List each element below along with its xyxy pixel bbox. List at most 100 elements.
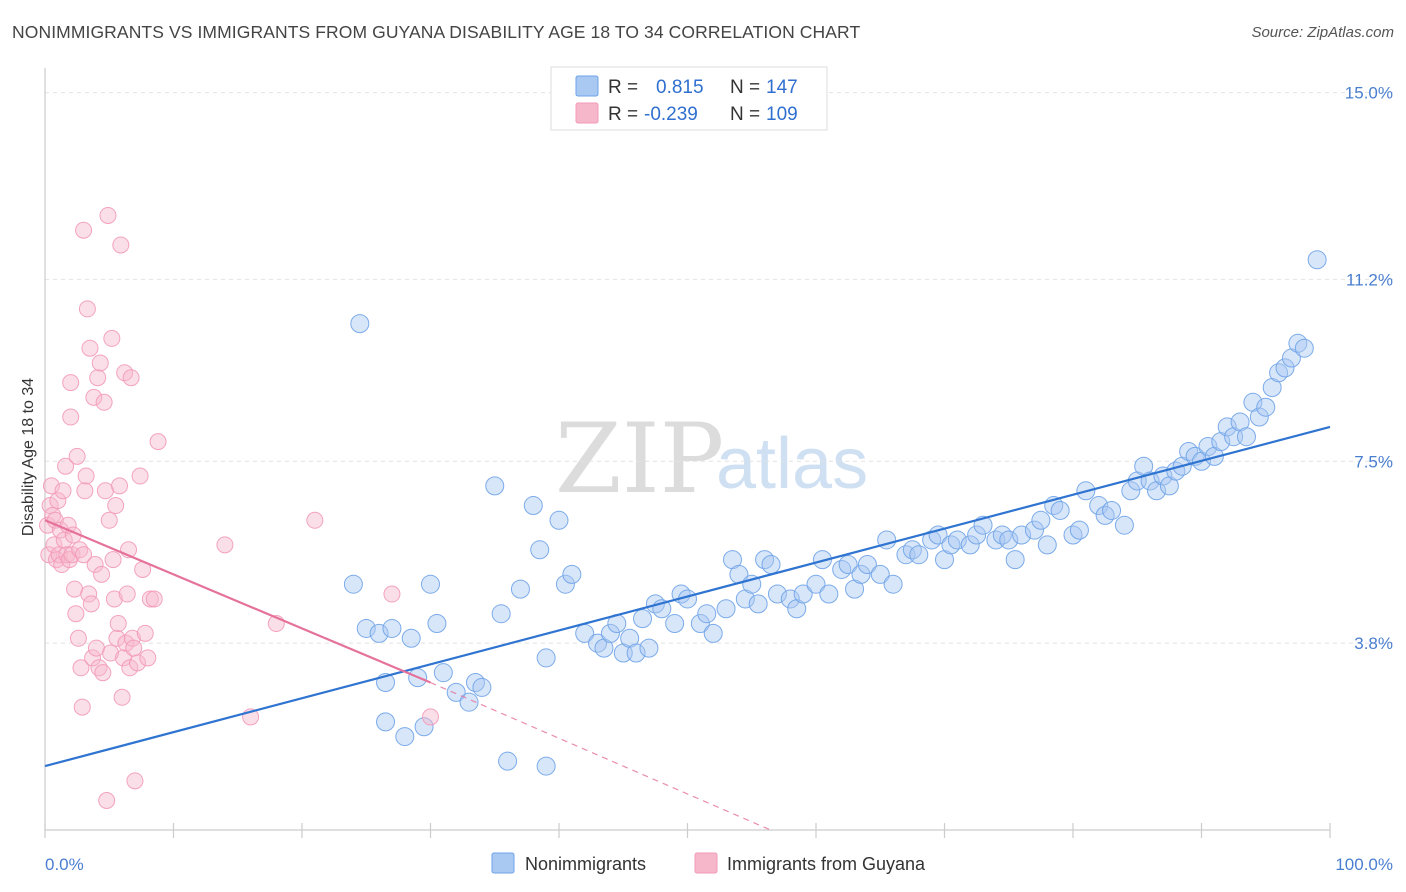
data-point	[48, 551, 66, 569]
data-point	[126, 772, 144, 790]
data-point	[75, 221, 93, 239]
data-point	[819, 584, 839, 604]
data-point	[1114, 515, 1134, 535]
data-point	[1288, 333, 1308, 353]
legend-bottom-swatch-guyana	[694, 852, 718, 874]
data-point	[967, 525, 987, 545]
data-point	[87, 639, 105, 657]
data-point	[1275, 358, 1295, 378]
data-point	[947, 530, 967, 550]
data-point	[703, 623, 723, 643]
data-point	[104, 551, 122, 569]
data-point	[761, 555, 781, 575]
legend-r-value-2: -0.239	[644, 104, 698, 125]
data-point	[395, 727, 415, 747]
data-point	[510, 579, 530, 599]
data-point	[1256, 397, 1276, 417]
data-point	[414, 717, 434, 737]
data-point	[1069, 520, 1089, 540]
data-point	[1121, 481, 1141, 501]
data-point	[1005, 550, 1025, 570]
data-point	[84, 649, 102, 667]
data-point	[58, 546, 76, 564]
data-point	[1217, 417, 1237, 437]
trend-line-guyana-extension	[430, 681, 771, 831]
data-point	[76, 482, 94, 500]
data-point	[401, 628, 421, 648]
data-point	[80, 585, 98, 603]
data-point	[1198, 437, 1218, 457]
data-point	[136, 624, 154, 642]
data-point	[472, 677, 492, 697]
data-point	[98, 792, 116, 810]
data-point	[113, 688, 131, 706]
data-point	[102, 644, 120, 662]
data-point	[992, 525, 1012, 545]
data-point	[111, 477, 129, 495]
data-point	[75, 546, 93, 564]
data-point	[633, 609, 653, 629]
data-point	[1050, 500, 1070, 520]
data-point	[112, 236, 130, 254]
data-point	[1294, 338, 1314, 358]
data-point	[626, 643, 646, 663]
data-point	[100, 511, 118, 529]
data-point	[1307, 250, 1327, 270]
data-point	[421, 574, 440, 594]
data-point	[748, 594, 768, 614]
gridlines	[45, 92, 1393, 644]
legend-bottom-label-nonimmigrants: Nonimmigrants	[525, 854, 646, 874]
data-point	[832, 559, 852, 579]
data-point	[465, 673, 485, 693]
data-point	[536, 648, 556, 668]
legend-bottom: Nonimmigrants Immigrants from Guyana	[491, 852, 926, 874]
legend-top: R = 0.815 N = 147 R = -0.239 N = 109	[550, 66, 828, 131]
data-point	[216, 536, 234, 554]
legend-swatch-guyana	[575, 102, 599, 124]
legend-n-value-1: 147	[766, 77, 798, 98]
trend-line-guyana	[44, 519, 431, 684]
data-point	[107, 497, 125, 515]
legend-r-label-1: R =	[608, 77, 638, 98]
data-point	[67, 605, 85, 623]
data-point	[369, 623, 389, 643]
data-point	[149, 433, 167, 451]
data-point	[1031, 510, 1051, 530]
data-point	[81, 339, 99, 357]
chart-title: NONIMMIGRANTS VS IMMIGRANTS FROM GUYANA …	[12, 22, 861, 42]
data-point	[96, 482, 114, 500]
data-point	[690, 614, 710, 634]
trend-lines	[44, 425, 1331, 831]
data-point	[909, 545, 929, 565]
data-point	[838, 555, 858, 575]
data-point	[665, 614, 685, 634]
data-point	[89, 369, 107, 387]
data-point	[103, 329, 121, 347]
data-point	[376, 712, 396, 732]
data-point	[857, 555, 877, 575]
data-point	[85, 388, 103, 406]
data-point	[109, 615, 127, 633]
y-tick-label: 3.8%	[1354, 634, 1393, 653]
data-point	[793, 584, 813, 604]
data-point	[498, 751, 518, 771]
legend-bottom-label-guyana: Immigrants from Guyana	[727, 854, 926, 874]
data-point	[118, 585, 136, 603]
data-point	[141, 590, 159, 608]
data-point	[1037, 535, 1057, 555]
legend-r-value-1: 0.815	[656, 77, 704, 98]
y-tick-label: 11.2%	[1346, 270, 1393, 289]
data-point	[356, 618, 376, 638]
data-point	[49, 492, 67, 510]
data-point	[306, 511, 324, 529]
legend-r-label-2: R =	[608, 104, 638, 125]
data-point	[697, 604, 717, 624]
legend-n-label-1: N =	[730, 77, 760, 98]
data-point	[755, 550, 775, 570]
legend-n-value-2: 109	[766, 104, 798, 125]
series-guyana	[39, 206, 439, 810]
data-point	[639, 638, 659, 658]
data-point	[883, 574, 903, 594]
x-tick-label-max: 100.0%	[1335, 855, 1393, 874]
